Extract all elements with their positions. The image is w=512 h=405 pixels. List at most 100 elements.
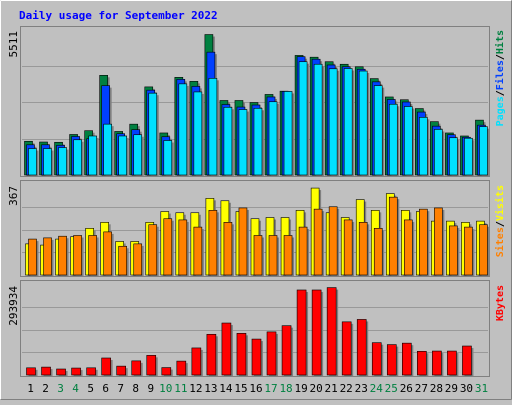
x-tick-day-28: 28 — [430, 382, 443, 395]
bar-sites-day-15 — [238, 207, 248, 276]
bar-sites-day-27 — [419, 208, 428, 276]
x-tick-day-5: 5 — [87, 382, 94, 395]
x-tick-day-8: 8 — [132, 382, 139, 395]
bar-kbytes-day-22 — [341, 321, 352, 376]
x-tick-day-17: 17 — [264, 382, 277, 395]
x-tick-day-20: 20 — [310, 382, 323, 395]
bar-kbytes-day-14 — [221, 322, 232, 376]
axis-labels: 5511 Pages/Files/Hits 367 Sites/Visits 29393… — [7, 30, 506, 395]
sites-legend-label: Sites/Visits — [494, 185, 506, 257]
bar-pages-day-13 — [208, 78, 218, 176]
x-tick-day-2: 2 — [42, 382, 49, 395]
bar-sites-day-19 — [298, 226, 308, 276]
bar-pages-day-28 — [434, 129, 443, 176]
bar-sites-day-8 — [133, 243, 143, 276]
bar-pages-day-27 — [419, 117, 428, 176]
bar-kbytes-day-3 — [56, 368, 66, 376]
x-tick-day-21: 21 — [325, 382, 338, 395]
bar-sites-day-6 — [103, 231, 112, 276]
bar-sites-day-18 — [283, 235, 293, 276]
bar-kbytes-day-24 — [371, 342, 382, 376]
hits-legend-part-0: Pages — [495, 96, 506, 126]
bar-pages-day-20 — [313, 63, 323, 176]
kbytes-legend-part-0: KBytes — [495, 285, 506, 321]
bar-pages-day-31 — [479, 126, 488, 176]
bar-pages-day-23 — [358, 70, 368, 176]
bar-pages-day-24 — [373, 85, 383, 176]
bar-sites-day-20 — [313, 208, 323, 276]
x-tick-day-6: 6 — [102, 382, 109, 395]
x-tick-day-26: 26 — [400, 382, 413, 395]
x-tick-day-11: 11 — [174, 382, 187, 395]
bar-pages-day-12 — [193, 91, 203, 176]
x-tick-day-25: 25 — [385, 382, 398, 395]
bar-pages-day-15 — [238, 109, 248, 176]
bar-sites-day-16 — [253, 235, 263, 276]
x-tick-day-7: 7 — [117, 382, 124, 395]
bar-kbytes-day-8 — [131, 360, 142, 376]
x-tick-day-9: 9 — [147, 382, 154, 395]
bar-kbytes-day-12 — [191, 347, 202, 376]
bar-pages-day-2 — [43, 148, 52, 176]
bar-pages-day-7 — [118, 135, 127, 176]
bar-kbytes-day-17 — [266, 331, 277, 376]
bars — [24, 34, 490, 377]
bar-pages-day-14 — [223, 106, 233, 176]
bar-pages-day-21 — [328, 68, 338, 176]
x-tick-day-1: 1 — [27, 382, 34, 395]
bar-sites-day-2 — [43, 237, 52, 276]
bar-kbytes-day-20 — [311, 289, 322, 376]
bar-kbytes-day-15 — [236, 333, 247, 376]
bar-sites-day-22 — [343, 219, 353, 276]
x-tick-day-16: 16 — [249, 382, 262, 395]
bar-kbytes-day-7 — [116, 365, 126, 376]
bar-kbytes-day-9 — [146, 355, 157, 376]
kbytes-legend-label: KBytes — [495, 285, 506, 321]
bar-kbytes-day-1 — [26, 367, 36, 376]
x-tick-day-13: 13 — [204, 382, 217, 395]
bar-pages-day-8 — [133, 134, 143, 176]
bar-pages-day-17 — [268, 101, 278, 176]
hits-legend-label: Pages/Files/Hits — [494, 30, 506, 126]
bar-kbytes-day-29 — [447, 350, 457, 376]
bar-kbytes-day-19 — [296, 289, 307, 376]
bar-sites-day-25 — [388, 196, 398, 276]
kbytes-ytick-label: 293934 — [7, 286, 20, 326]
x-tick-day-27: 27 — [415, 382, 428, 395]
sites-ytick-label: 367 — [7, 186, 20, 206]
bar-sites-day-3 — [58, 235, 67, 276]
bar-sites-day-9 — [148, 224, 158, 276]
bar-kbytes-day-4 — [71, 367, 81, 376]
bar-sites-day-30 — [464, 226, 473, 276]
bar-sites-day-31 — [479, 224, 488, 276]
bar-kbytes-day-10 — [161, 367, 172, 376]
sites-legend-part-2: Visits — [494, 185, 506, 221]
x-tick-day-10: 10 — [159, 382, 172, 395]
bar-kbytes-day-6 — [101, 357, 111, 376]
bar-sites-day-11 — [178, 219, 188, 276]
x-tick-day-19: 19 — [294, 382, 307, 395]
x-tick-day-15: 15 — [234, 382, 247, 395]
bar-sites-day-12 — [193, 226, 203, 276]
x-tick-day-18: 18 — [279, 382, 292, 395]
bar-sites-day-10 — [163, 218, 173, 276]
hits-ytick-label: 5511 — [7, 31, 20, 58]
bar-sites-day-7 — [118, 245, 127, 276]
bar-kbytes-day-30 — [462, 345, 472, 376]
x-tick-day-4: 4 — [72, 382, 79, 395]
x-tick-day-30: 30 — [460, 382, 473, 395]
x-tick-day-24: 24 — [370, 382, 384, 395]
x-tick-day-22: 22 — [340, 382, 353, 395]
hits-legend-part-2: Files — [494, 60, 506, 90]
bar-pages-day-25 — [388, 103, 398, 176]
bar-kbytes-day-18 — [281, 325, 292, 376]
bar-sites-day-24 — [373, 228, 383, 276]
bar-pages-day-1 — [28, 148, 37, 176]
bar-kbytes-day-25 — [386, 344, 397, 376]
bar-pages-day-22 — [343, 68, 353, 176]
bar-pages-day-16 — [253, 107, 263, 176]
sites-legend-part-0: Sites — [494, 227, 506, 257]
bar-sites-day-4 — [73, 235, 82, 276]
bar-sites-day-26 — [404, 219, 413, 276]
